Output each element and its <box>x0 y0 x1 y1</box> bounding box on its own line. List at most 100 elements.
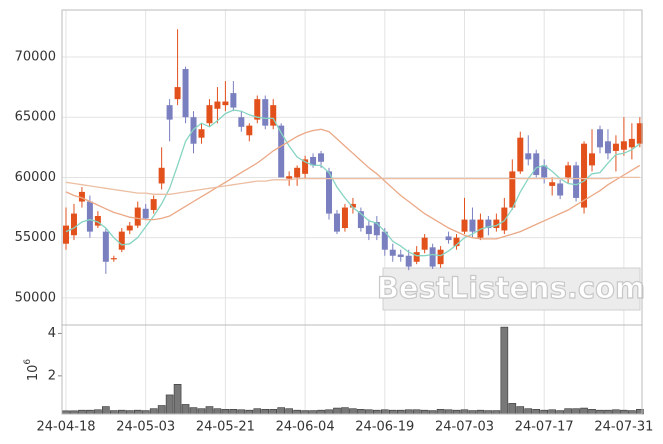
candle-body <box>636 123 643 144</box>
candle-body <box>286 176 293 179</box>
candle-body <box>134 207 141 226</box>
candle-body <box>270 105 277 126</box>
volume-scale: 106 <box>23 359 41 382</box>
candle-body <box>94 215 101 226</box>
candle-body <box>389 249 396 256</box>
volume-bar <box>404 409 413 415</box>
candle-body <box>174 87 181 100</box>
volume-frame <box>61 324 643 415</box>
watermark-text: BestListens.com <box>377 271 645 305</box>
candle-body <box>158 167 165 184</box>
moving-average-line <box>65 128 641 240</box>
x-tick-label: 24-06-04 <box>276 420 335 435</box>
volume-bar <box>125 410 134 415</box>
candle-body <box>405 255 412 267</box>
candle-body <box>509 171 516 208</box>
volume-bar <box>301 410 309 415</box>
volume-bar <box>548 409 556 415</box>
candle-body <box>254 99 261 120</box>
volume-bar <box>580 407 588 415</box>
volume-bar <box>412 409 421 415</box>
candle-body <box>365 225 372 235</box>
candle-body <box>326 171 333 214</box>
y-tick-label: 50000 <box>15 290 56 305</box>
volume-bar <box>117 409 126 415</box>
volume-bar <box>516 406 525 415</box>
candle-body <box>150 199 157 210</box>
y-tick-label: 70000 <box>15 49 56 64</box>
candle-body <box>469 219 476 232</box>
candle-body <box>238 117 245 127</box>
watermark-box <box>382 267 641 311</box>
candle-body <box>86 201 93 232</box>
candle-body <box>190 117 197 144</box>
y-tick-label: 60000 <box>15 170 56 185</box>
marks <box>62 29 644 415</box>
candle-body <box>230 93 237 108</box>
volume-bar <box>309 410 317 415</box>
moving-average-line <box>65 176 640 195</box>
candle-body <box>485 219 492 229</box>
y-tick-label: 65000 <box>15 110 56 125</box>
volume-bar <box>373 409 381 415</box>
x-tick-label: 24-04-18 <box>36 420 95 435</box>
volume-bar <box>628 410 636 415</box>
candle-body <box>357 211 364 229</box>
volume-bar <box>277 407 285 415</box>
candle-body <box>333 213 340 232</box>
candle-body <box>581 143 588 208</box>
candle-body <box>126 225 133 231</box>
candle-body <box>589 153 596 166</box>
candle-body <box>501 207 508 231</box>
candle-body <box>517 137 524 172</box>
volume-bar <box>508 403 517 415</box>
candle-body <box>349 203 356 208</box>
volume-bar <box>500 326 509 415</box>
volume-bar <box>94 409 102 415</box>
volume-bar <box>269 409 278 415</box>
volume-bar <box>524 408 533 415</box>
candle-body <box>397 254 404 257</box>
volume-bar <box>436 409 445 415</box>
volume-bar <box>181 404 190 415</box>
candle-body <box>63 225 69 244</box>
volume-bar <box>325 409 333 415</box>
volume-bar <box>460 409 469 415</box>
candle-body <box>102 231 109 262</box>
candle-body <box>549 182 556 186</box>
candle-body <box>612 143 619 151</box>
volume-bar <box>444 409 453 415</box>
volume-bar <box>572 408 580 415</box>
candle-body <box>453 237 460 247</box>
volume-bar <box>612 409 620 415</box>
candle-body <box>278 125 285 178</box>
volume-bar <box>532 409 541 415</box>
volume-bar <box>365 409 373 415</box>
volume-bar <box>245 409 254 415</box>
candle-body <box>429 247 436 267</box>
candle-body <box>182 69 189 118</box>
volume-bar <box>604 409 612 415</box>
volume-bar <box>428 410 437 415</box>
volume-bar <box>285 408 293 415</box>
volume-bar <box>213 408 222 415</box>
candle-body <box>373 222 380 236</box>
x-tick-label: 24-05-21 <box>196 420 255 435</box>
volume-bar <box>165 394 174 415</box>
volume-bar <box>380 409 389 415</box>
volume-bar <box>261 409 270 415</box>
volume-bar <box>221 409 230 415</box>
x-tick-label: 24-07-31 <box>594 420 653 435</box>
volume-bar <box>564 408 572 415</box>
volume-bar <box>620 409 628 415</box>
candle-body <box>565 165 572 178</box>
volume-bar <box>556 410 564 415</box>
volume-bar <box>452 409 461 415</box>
volume-bar <box>149 408 158 415</box>
volume-bar <box>157 405 166 415</box>
candle-body <box>628 138 635 148</box>
volume-bar <box>86 409 94 415</box>
volume-bar <box>484 410 493 415</box>
volume-bar <box>333 407 341 415</box>
candle-body <box>381 231 388 250</box>
